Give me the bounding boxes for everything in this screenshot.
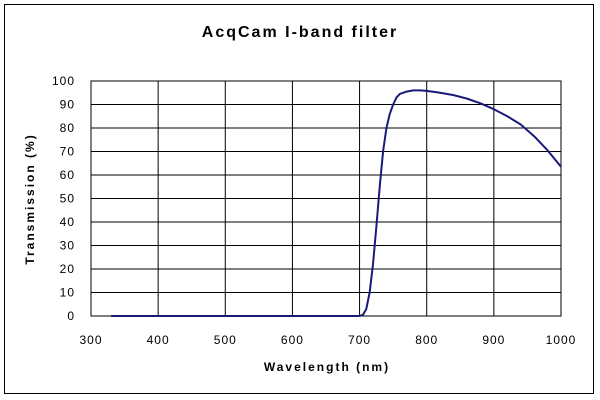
grid [91,81,561,316]
y-tick-label: 50 [60,192,75,206]
y-tick-label: 90 [60,98,75,112]
y-axis-title: Transmission (%) [23,133,37,264]
y-tick-label: 70 [60,145,75,159]
y-tick-label: 40 [60,215,75,229]
x-tick-label: 800 [415,333,438,347]
x-tick-label: 600 [281,333,304,347]
y-tick-label: 10 [60,286,75,300]
chart-title: AcqCam I-band filter [202,24,398,41]
x-tick-label: 900 [482,333,505,347]
x-tick-label: 1000 [546,333,577,347]
x-tick-label: 300 [79,333,102,347]
x-tick-label: 400 [147,333,170,347]
y-tick-label: 80 [60,121,75,135]
series-layer [111,89,562,317]
y-tick-label: 60 [60,168,75,182]
y-tick-label: 100 [52,74,75,88]
y-tick-label: 30 [60,239,75,253]
x-axis-title: Wavelength (nm) [264,360,390,374]
x-tick-label: 700 [348,333,371,347]
transmission-line [111,89,562,317]
x-tick-label: 500 [214,333,237,347]
y-tick-label: 20 [60,262,75,276]
tick-labels: 300 400 500 600 700 800 900 1000 0 10 20 30 40 50 60 70… [52,74,577,347]
y-tick-label: 0 [67,309,75,323]
